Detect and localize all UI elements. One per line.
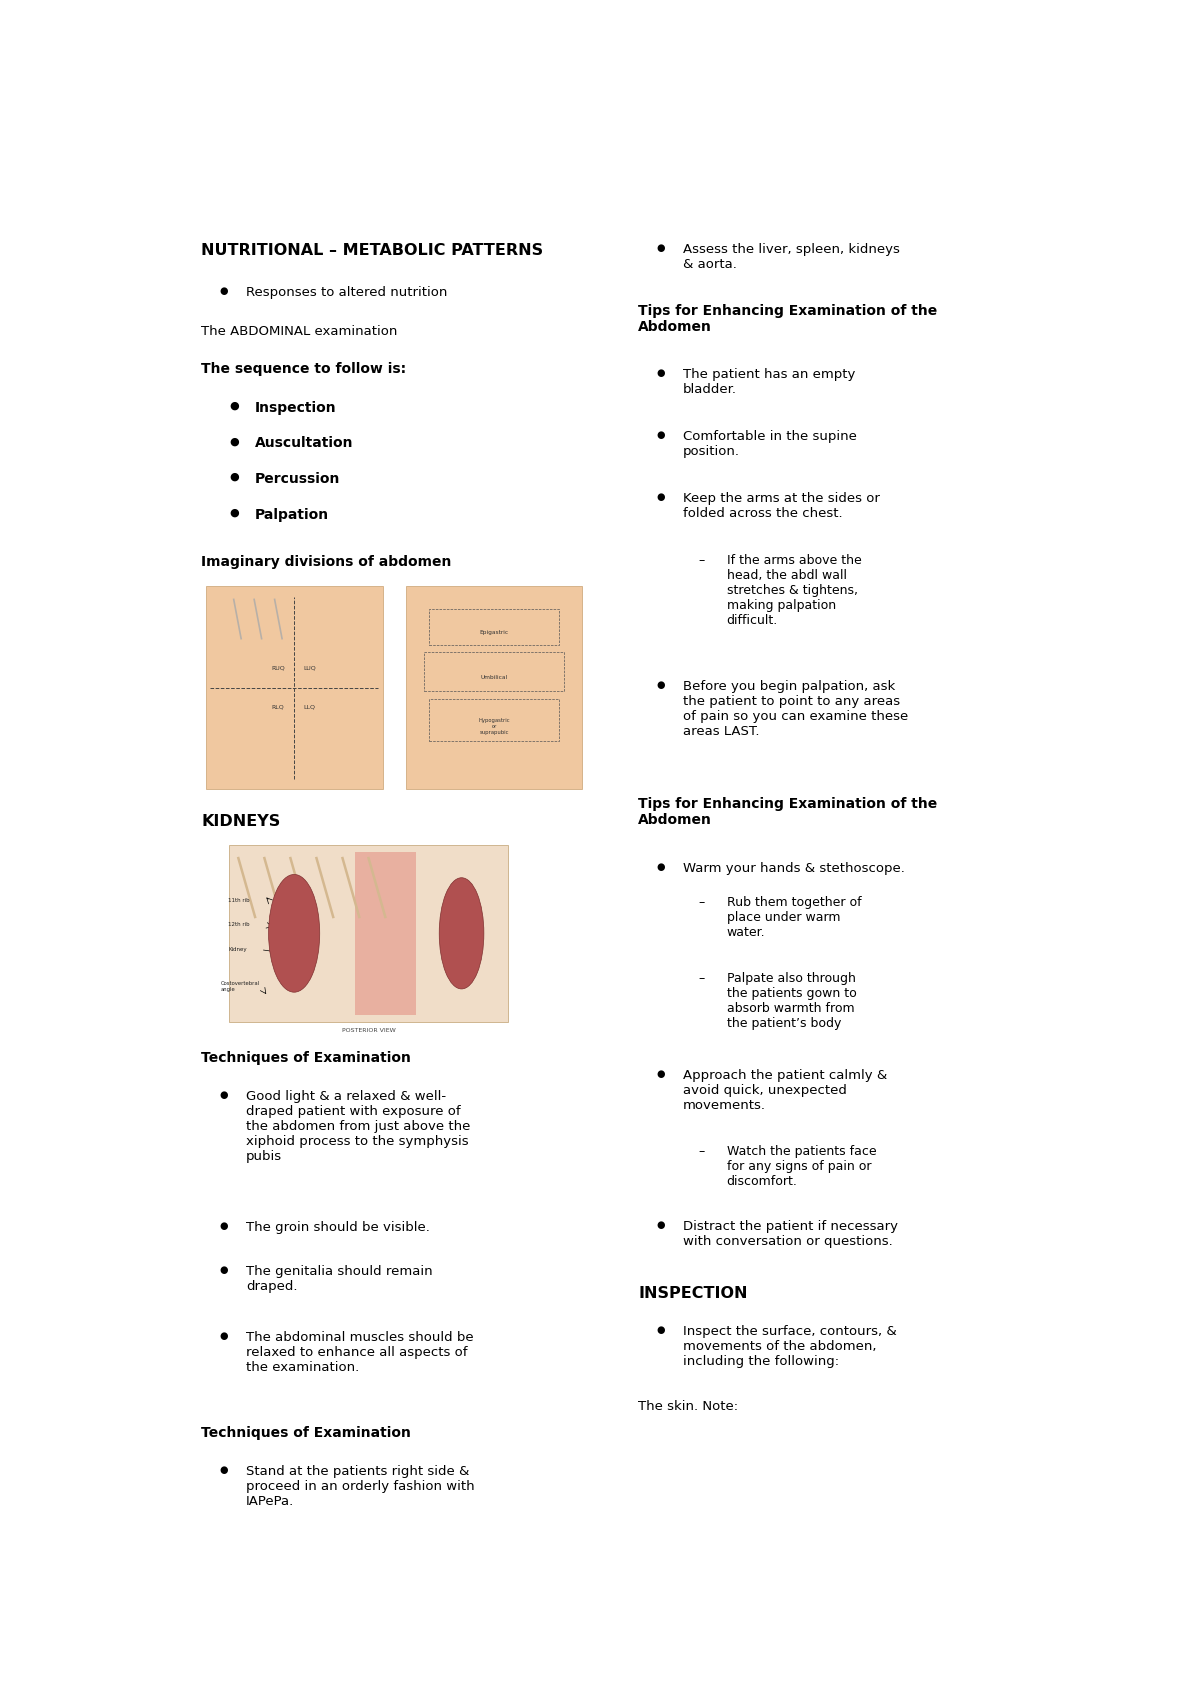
Ellipse shape: [269, 874, 319, 993]
Text: –: –: [698, 1144, 704, 1156]
Text: Auscultation: Auscultation: [256, 436, 354, 450]
Text: The groin should be visible.: The groin should be visible.: [246, 1221, 430, 1233]
Text: ●: ●: [220, 1330, 228, 1340]
Text: 11th rib: 11th rib: [228, 898, 250, 903]
Text: The abdominal muscles should be
relaxed to enhance all aspects of
the examinatio: The abdominal muscles should be relaxed …: [246, 1330, 474, 1374]
Text: The ABDOMINAL examination: The ABDOMINAL examination: [202, 324, 397, 338]
Text: Tips for Enhancing Examination of the
Abdomen: Tips for Enhancing Examination of the Ab…: [638, 304, 937, 333]
Text: Warm your hands & stethoscope.: Warm your hands & stethoscope.: [683, 861, 905, 874]
FancyBboxPatch shape: [355, 852, 416, 1015]
Text: Palpation: Palpation: [256, 508, 329, 521]
Text: 12th rib: 12th rib: [228, 922, 250, 927]
Text: Kidney: Kidney: [228, 946, 247, 951]
Text: Good light & a relaxed & well-
draped patient with exposure of
the abdomen from : Good light & a relaxed & well- draped pa…: [246, 1090, 470, 1163]
Text: ●: ●: [229, 401, 239, 411]
Text: ●: ●: [656, 679, 665, 689]
Text: Umbilical: Umbilical: [480, 674, 508, 679]
FancyBboxPatch shape: [406, 588, 582, 790]
Text: INSPECTION: INSPECTION: [638, 1285, 748, 1301]
Text: ●: ●: [229, 436, 239, 447]
Text: Comfortable in the supine
position.: Comfortable in the supine position.: [683, 430, 857, 458]
Text: Distract the patient if necessary
with conversation or questions.: Distract the patient if necessary with c…: [683, 1219, 898, 1248]
Text: Percussion: Percussion: [256, 472, 341, 486]
Text: ●: ●: [656, 430, 665, 440]
Text: Palpate also through
the patients gown to
absorb warmth from
the patient’s body: Palpate also through the patients gown t…: [727, 971, 857, 1029]
FancyBboxPatch shape: [229, 846, 508, 1022]
Text: Imaginary divisions of abdomen: Imaginary divisions of abdomen: [202, 555, 451, 569]
Text: LUQ: LUQ: [304, 666, 317, 669]
Text: Watch the patients face
for any signs of pain or
discomfort.: Watch the patients face for any signs of…: [727, 1144, 876, 1187]
Text: Techniques of Examination: Techniques of Examination: [202, 1425, 412, 1438]
Text: Inspect the surface, contours, &
movements of the abdomen,
including the followi: Inspect the surface, contours, & movemen…: [683, 1324, 896, 1367]
Text: Responses to altered nutrition: Responses to altered nutrition: [246, 287, 448, 299]
Text: The sequence to follow is:: The sequence to follow is:: [202, 362, 407, 375]
Text: RLQ: RLQ: [271, 705, 283, 710]
Text: ●: ●: [220, 1464, 228, 1474]
Text: ●: ●: [656, 1324, 665, 1335]
Text: –: –: [698, 554, 704, 567]
Text: NUTRITIONAL – METABOLIC PATTERNS: NUTRITIONAL – METABOLIC PATTERNS: [202, 243, 544, 258]
Text: Hypogastric
or
suprapubic: Hypogastric or suprapubic: [479, 718, 510, 734]
Text: The patient has an empty
bladder.: The patient has an empty bladder.: [683, 368, 856, 396]
Text: Stand at the patients right side &
proceed in an orderly fashion with
IAPePa.: Stand at the patients right side & proce…: [246, 1464, 474, 1506]
Text: –: –: [698, 897, 704, 908]
Text: Rub them together of
place under warm
water.: Rub them together of place under warm wa…: [727, 897, 862, 939]
Ellipse shape: [439, 878, 484, 990]
Text: ●: ●: [656, 492, 665, 501]
Text: Tips for Enhancing Examination of the
Abdomen: Tips for Enhancing Examination of the Ab…: [638, 796, 937, 827]
Text: LLQ: LLQ: [304, 705, 316, 710]
Text: ●: ●: [220, 287, 228, 295]
Text: ●: ●: [656, 861, 665, 871]
Text: Approach the patient calmly &
avoid quick, unexpected
movements.: Approach the patient calmly & avoid quic…: [683, 1068, 887, 1112]
Text: Assess the liver, spleen, kidneys
& aorta.: Assess the liver, spleen, kidneys & aort…: [683, 243, 900, 272]
Text: ●: ●: [220, 1221, 228, 1229]
Text: Costovertebral
angle: Costovertebral angle: [221, 980, 260, 992]
Text: ●: ●: [656, 243, 665, 253]
Text: RUQ: RUQ: [271, 666, 284, 669]
Text: Inspection: Inspection: [256, 401, 337, 414]
Text: ●: ●: [229, 508, 239, 518]
Text: ●: ●: [656, 368, 665, 379]
Text: ●: ●: [229, 472, 239, 482]
Text: Techniques of Examination: Techniques of Examination: [202, 1051, 412, 1065]
Text: ●: ●: [656, 1068, 665, 1078]
Text: ●: ●: [220, 1265, 228, 1274]
Text: ●: ●: [656, 1219, 665, 1229]
Text: POSTERIOR VIEW: POSTERIOR VIEW: [342, 1027, 396, 1032]
Text: Keep the arms at the sides or
folded across the chest.: Keep the arms at the sides or folded acr…: [683, 492, 880, 520]
Text: KIDNEYS: KIDNEYS: [202, 813, 281, 829]
Text: The genitalia should remain
draped.: The genitalia should remain draped.: [246, 1265, 432, 1292]
Text: The skin. Note:: The skin. Note:: [638, 1399, 738, 1413]
Text: ●: ●: [220, 1090, 228, 1100]
FancyBboxPatch shape: [206, 588, 383, 790]
Text: –: –: [698, 971, 704, 985]
Text: Epigastric: Epigastric: [480, 630, 509, 635]
Text: If the arms above the
head, the abdl wall
stretches & tightens,
making palpation: If the arms above the head, the abdl wal…: [727, 554, 862, 627]
Text: Before you begin palpation, ask
the patient to point to any areas
of pain so you: Before you begin palpation, ask the pati…: [683, 679, 908, 739]
